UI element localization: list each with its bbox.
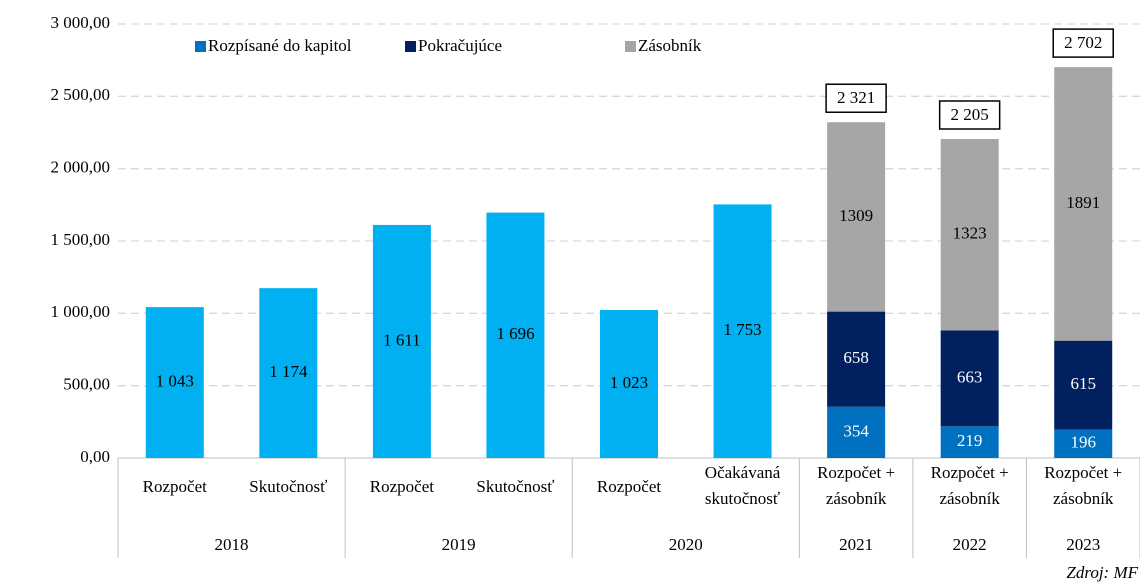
x-tick-label: Skutočnosť (476, 477, 554, 496)
bar-segment (486, 212, 545, 458)
group-label: 2020 (669, 535, 703, 554)
legend-label: Rozpísané do kapitol (208, 36, 352, 55)
x-tick-label: Očakávaná (705, 463, 781, 482)
y-tick-label: 2 000,00 (51, 158, 111, 177)
data-label: 615 (1070, 374, 1096, 393)
bar-segment (145, 307, 204, 458)
x-tick-label: zásobník (826, 489, 887, 508)
bar-segment (259, 288, 318, 458)
bar-segment (827, 406, 886, 458)
group-label: 2019 (442, 535, 476, 554)
total-box (825, 83, 887, 113)
x-tick-label: zásobník (1053, 489, 1114, 508)
bar-segment (1054, 67, 1113, 341)
group-label: 2023 (1066, 535, 1100, 554)
x-tick-label: skutočnosť (705, 489, 780, 508)
y-tick-label: 1 500,00 (51, 230, 111, 249)
group-label: 2021 (839, 535, 873, 554)
y-tick-label: 3 000,00 (51, 13, 111, 32)
x-tick-label: zásobník (939, 489, 1000, 508)
data-label: 354 (843, 421, 869, 440)
y-tick-label: 2 500,00 (51, 85, 111, 104)
x-tick-label: Rozpočet (597, 477, 661, 496)
data-label: 1 753 (723, 320, 761, 339)
bar-segment (827, 311, 886, 407)
bar-segment (827, 122, 886, 312)
total-label: 2 205 (951, 105, 989, 124)
bar-segment (940, 330, 999, 427)
data-label: 1 043 (156, 371, 194, 390)
bar-segment (940, 139, 999, 331)
bar-segment (940, 426, 999, 458)
data-label: 1 174 (269, 362, 308, 381)
group-label: 2018 (215, 535, 249, 554)
data-label: 1891 (1066, 193, 1100, 212)
y-tick-label: 0,00 (80, 447, 110, 466)
legend-swatch (405, 41, 416, 52)
y-tick-label: 500,00 (63, 375, 110, 394)
x-tick-label: Skutočnosť (249, 477, 327, 496)
legend-label: Zásobník (638, 36, 702, 55)
bar-segment (1054, 429, 1113, 458)
x-tick-label: Rozpočet (143, 477, 207, 496)
y-tick-label: 1 000,00 (51, 302, 111, 321)
x-tick-label: Rozpočet + (817, 463, 895, 482)
legend-swatch (195, 41, 206, 52)
data-label: 196 (1070, 433, 1096, 452)
total-box (938, 100, 1001, 130)
total-label: 2 702 (1064, 33, 1102, 52)
bar-segment (600, 310, 658, 458)
x-tick-label: Rozpočet (370, 477, 434, 496)
data-label: 1309 (839, 206, 873, 225)
total-label: 2 321 (837, 88, 875, 107)
data-label: 1 696 (496, 324, 534, 343)
legend-swatch (625, 41, 636, 52)
legend-label: Pokračujúce (418, 36, 502, 55)
data-label: 1 611 (383, 330, 421, 349)
bar-segment (1054, 340, 1113, 430)
data-label: 658 (843, 348, 869, 367)
source: Zdroj: MF (1066, 563, 1138, 582)
data-label: 1323 (953, 224, 987, 243)
x-tick-label: Rozpočet + (931, 463, 1009, 482)
x-tick-label: Rozpočet + (1044, 463, 1122, 482)
total-box (1052, 28, 1114, 58)
bar-segment (372, 224, 431, 458)
data-label: 663 (957, 367, 983, 386)
group-label: 2022 (953, 535, 987, 554)
data-label: 219 (957, 431, 983, 450)
bar-segment (713, 204, 772, 458)
data-label: 1 023 (610, 373, 648, 392)
